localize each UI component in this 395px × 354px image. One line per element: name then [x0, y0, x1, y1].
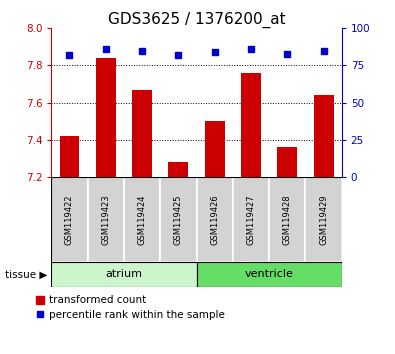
- Bar: [241, 73, 261, 177]
- Text: GSM119422: GSM119422: [65, 194, 74, 245]
- Bar: [197, 177, 233, 262]
- Bar: [60, 136, 79, 177]
- Legend: transformed count, percentile rank within the sample: transformed count, percentile rank withi…: [36, 296, 225, 320]
- Bar: [233, 177, 269, 262]
- Text: GSM119429: GSM119429: [319, 194, 328, 245]
- Bar: [305, 177, 342, 262]
- Text: GSM119425: GSM119425: [174, 194, 183, 245]
- Bar: [132, 90, 152, 177]
- Title: GDS3625 / 1376200_at: GDS3625 / 1376200_at: [108, 12, 285, 28]
- Bar: [96, 58, 116, 177]
- Text: atrium: atrium: [105, 269, 143, 279]
- Bar: [51, 177, 88, 262]
- Bar: [88, 177, 124, 262]
- Bar: [205, 121, 225, 177]
- Bar: [124, 177, 160, 262]
- Text: ventricle: ventricle: [245, 269, 293, 279]
- Text: tissue ▶: tissue ▶: [5, 269, 47, 279]
- Bar: [277, 147, 297, 177]
- Text: GSM119424: GSM119424: [137, 194, 147, 245]
- Text: GSM119428: GSM119428: [283, 194, 292, 245]
- Text: GSM119426: GSM119426: [210, 194, 219, 245]
- Bar: [197, 262, 342, 287]
- Bar: [269, 177, 305, 262]
- Bar: [168, 162, 188, 177]
- Bar: [314, 95, 333, 177]
- Bar: [51, 262, 197, 287]
- Text: GSM119427: GSM119427: [246, 194, 256, 245]
- Bar: [160, 177, 197, 262]
- Text: GSM119423: GSM119423: [101, 194, 110, 245]
